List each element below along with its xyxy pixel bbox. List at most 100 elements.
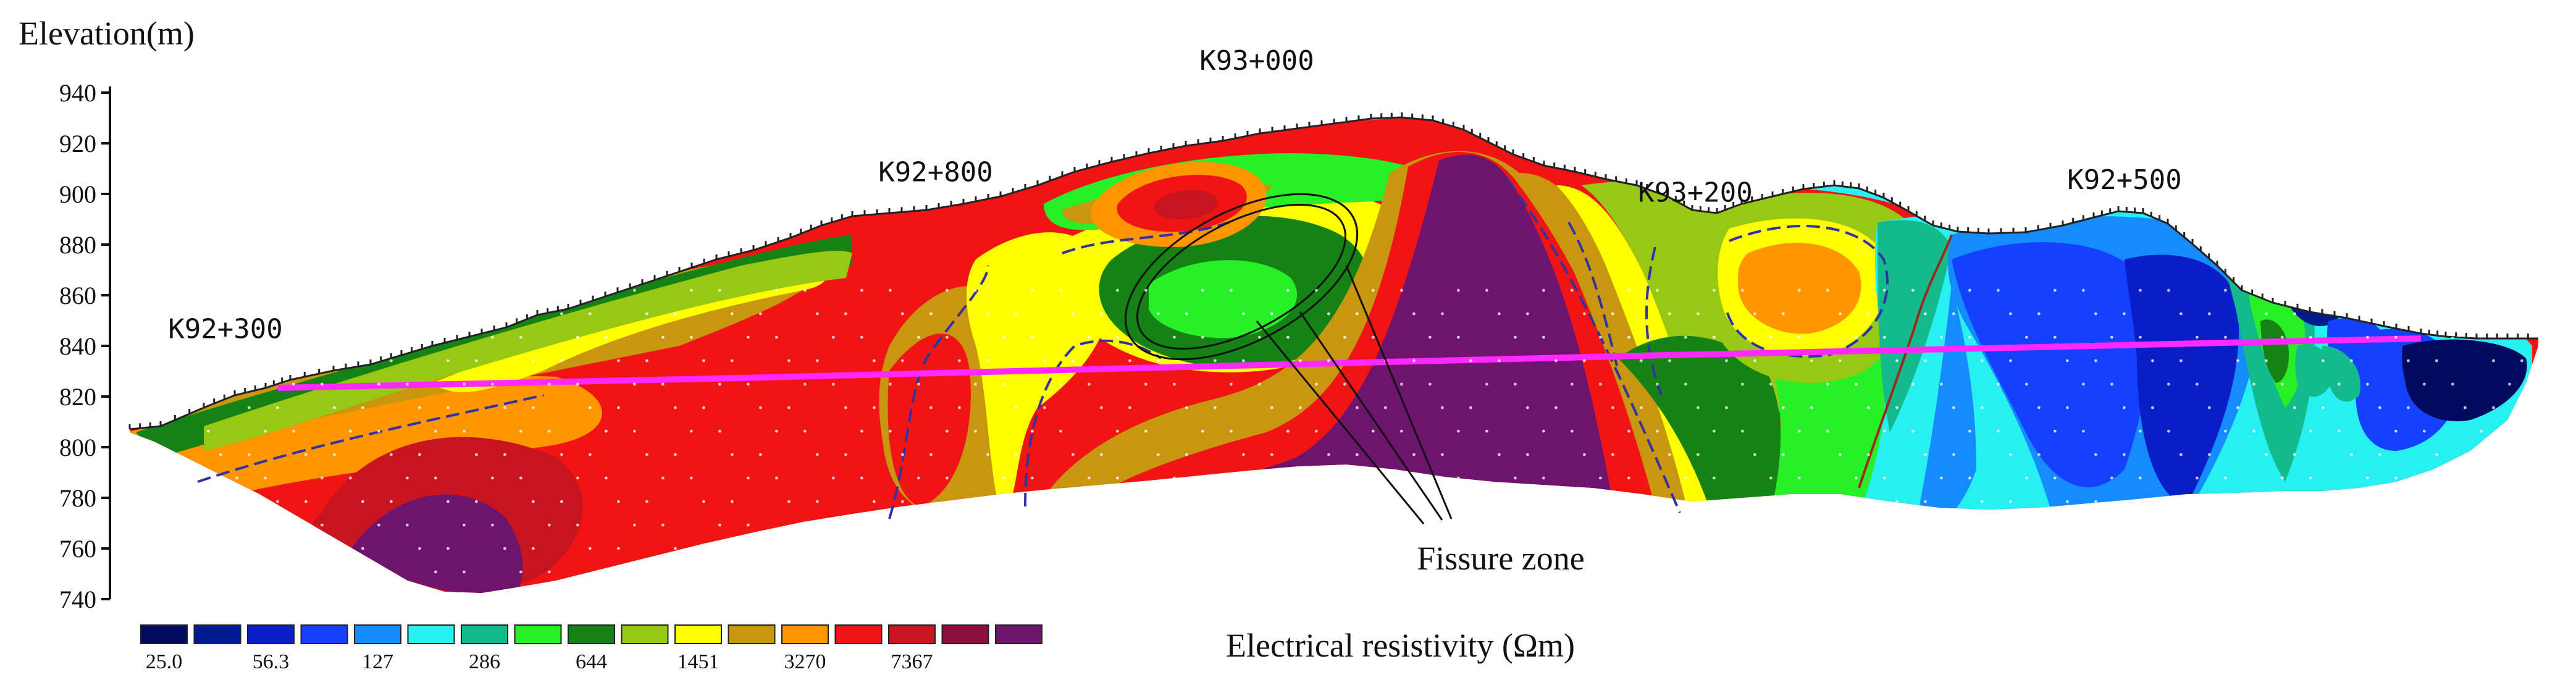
measurement-point xyxy=(2223,335,2227,339)
measurement-point xyxy=(1655,288,1659,292)
measurement-point xyxy=(1712,429,1716,433)
measurement-point xyxy=(2179,312,2183,316)
measurement-point xyxy=(235,523,238,527)
measurement-point xyxy=(263,476,267,480)
measurement-point xyxy=(689,335,693,339)
measurement-point xyxy=(1399,523,1403,527)
measurement-point xyxy=(1639,359,1643,363)
measurement-point xyxy=(1525,453,1529,456)
measurement-point xyxy=(1639,406,1643,410)
measurement-point xyxy=(758,453,762,456)
measurement-point xyxy=(986,453,989,456)
measurement-point xyxy=(1257,523,1261,527)
measurement-point xyxy=(831,335,835,339)
measurement-point xyxy=(1229,523,1233,527)
legend-swatch xyxy=(888,624,936,644)
measurement-point xyxy=(576,335,579,339)
measurement-point xyxy=(718,288,721,292)
measurement-point xyxy=(1525,406,1529,410)
measurement-point xyxy=(1270,453,1273,456)
legend-swatch xyxy=(621,624,669,644)
measurement-point xyxy=(206,288,210,292)
legend-swatch xyxy=(995,624,1043,644)
legend-swatch xyxy=(461,624,508,644)
measurement-point xyxy=(1712,476,1716,480)
measurement-point xyxy=(673,547,677,550)
measurement-point xyxy=(1582,312,1586,316)
measurement-point xyxy=(2207,406,2211,410)
measurement-point xyxy=(1895,500,1898,503)
measurement-point xyxy=(1257,476,1261,480)
measurement-point xyxy=(2491,500,2495,503)
fissure-leader-1 xyxy=(1256,321,1425,524)
measurement-point xyxy=(929,406,933,410)
chainage-label: K93+000 xyxy=(1199,45,1314,77)
measurement-point xyxy=(1355,312,1359,316)
measurement-point xyxy=(1582,453,1586,456)
measurement-point xyxy=(2179,359,2183,363)
measurement-point xyxy=(2349,312,2353,316)
measurement-point xyxy=(1570,382,1574,386)
measurement-point xyxy=(417,547,421,550)
measurement-point xyxy=(2520,500,2524,503)
measurement-point xyxy=(1911,288,1915,292)
measurement-point xyxy=(2349,359,2353,363)
measurement-point xyxy=(1059,523,1062,527)
measurement-point xyxy=(1797,570,1801,574)
measurement-point xyxy=(1797,288,1801,292)
measurement-point xyxy=(462,429,466,433)
measurement-point xyxy=(1939,335,1943,339)
zone-top-darkred-core xyxy=(1154,190,1218,219)
measurement-point xyxy=(1355,453,1359,456)
measurement-point xyxy=(1298,547,1302,550)
measurement-point xyxy=(1002,523,1005,527)
measurement-point xyxy=(689,570,693,574)
measurement-point xyxy=(1668,312,1671,316)
measurement-point xyxy=(2065,359,2069,363)
measurement-point xyxy=(1996,382,2000,386)
measurement-point xyxy=(304,312,308,316)
measurement-point xyxy=(1639,547,1643,550)
measurement-point xyxy=(718,382,721,386)
measurement-point xyxy=(1838,500,1842,503)
measurement-point xyxy=(2236,359,2239,363)
measurement-point xyxy=(547,429,551,433)
measurement-point xyxy=(1327,359,1330,363)
zone-right-darkgreen-col xyxy=(2260,319,2289,383)
measurement-point xyxy=(917,476,920,480)
groundwater-line xyxy=(277,335,2422,391)
measurement-point xyxy=(405,476,409,480)
measurement-point xyxy=(332,406,336,410)
measurement-point xyxy=(844,547,847,550)
measurement-point xyxy=(1485,429,1488,433)
measurement-point xyxy=(957,500,961,503)
measurement-point xyxy=(2451,382,2454,386)
measurement-point xyxy=(1343,335,1346,339)
measurement-point xyxy=(1570,429,1574,433)
measurement-point xyxy=(2037,453,2041,456)
measurement-point xyxy=(2252,429,2255,433)
legend-swatch xyxy=(354,624,401,644)
measurement-point xyxy=(730,453,734,456)
measurement-point xyxy=(2223,570,2227,574)
y-axis: 740 760 780 800 820 840 860 880 900 920 940 xyxy=(59,79,111,613)
measurement-point xyxy=(2293,312,2296,316)
measurement-point xyxy=(320,382,324,386)
measurement-point xyxy=(206,382,210,386)
measurement-point xyxy=(957,547,961,550)
measurement-point xyxy=(1554,359,1558,363)
measurement-point xyxy=(1286,570,1290,574)
measurement-point xyxy=(1071,453,1075,456)
measurement-point xyxy=(2223,429,2227,433)
measurement-point xyxy=(900,359,904,363)
zone-right-navy-band xyxy=(2125,254,2239,506)
legend-tick-label: 286 xyxy=(469,650,500,673)
measurement-point xyxy=(1740,382,1744,386)
measurement-point xyxy=(2081,523,2085,527)
measurement-point xyxy=(1525,312,1529,316)
measurement-point xyxy=(2479,429,2483,433)
measurement-point xyxy=(1542,335,1545,339)
measurement-point xyxy=(1087,382,1091,386)
measurement-point xyxy=(1513,476,1517,480)
measurement-point xyxy=(2236,500,2239,503)
